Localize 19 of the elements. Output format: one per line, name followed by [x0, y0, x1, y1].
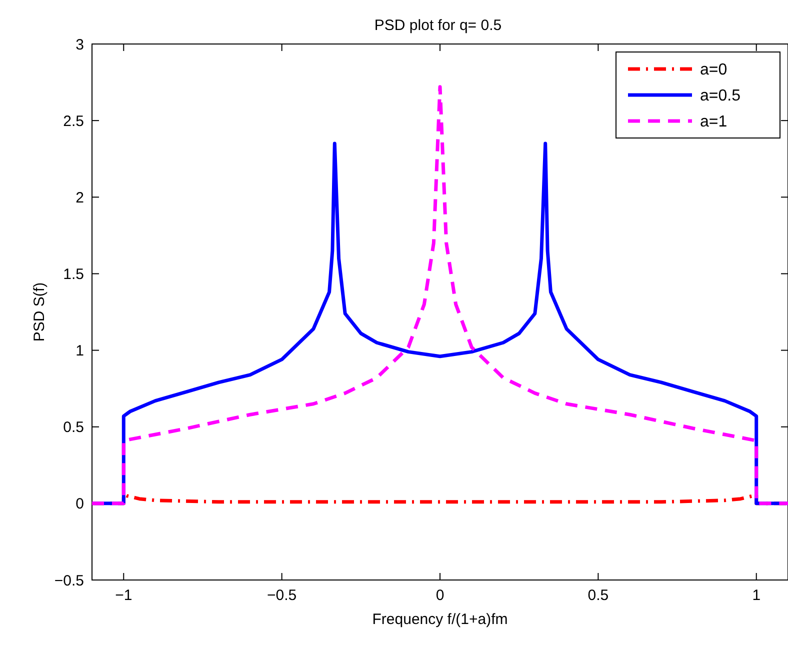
- chart-title: PSD plot for q= 0.5: [374, 17, 502, 34]
- y-tick-label: 3: [76, 36, 84, 54]
- x-tick-label: −1: [115, 587, 132, 604]
- y-axis-title: PSD S(f): [31, 282, 48, 342]
- x-axis-title: Frequency f/(1+a)fm: [372, 611, 508, 628]
- y-tick-label: 2: [76, 189, 84, 206]
- x-tick-label: 0.5: [588, 587, 609, 604]
- y-tick-label: 0.5: [63, 419, 84, 436]
- legend-label: a=1: [700, 114, 728, 131]
- legend-label: a=0: [700, 62, 728, 79]
- y-tick-label: 2.5: [63, 112, 84, 130]
- y-tick-label: 0: [76, 496, 84, 513]
- legend-label: a=0.5: [700, 88, 741, 105]
- y-tick-label: 1.5: [63, 266, 84, 283]
- x-tick-label: 0: [436, 587, 444, 604]
- x-tick-label: 1: [752, 587, 761, 604]
- x-tick-label: −0.5: [267, 587, 297, 604]
- y-tick-label: 1: [76, 342, 84, 360]
- y-tick-label: −0.5: [54, 572, 84, 590]
